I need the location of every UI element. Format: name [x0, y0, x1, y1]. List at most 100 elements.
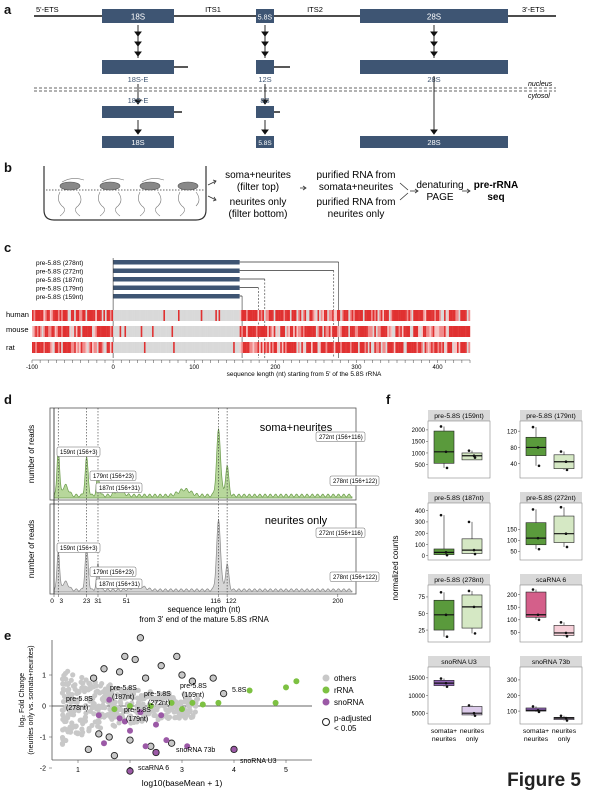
point-other [70, 672, 76, 678]
conservation-cell [354, 310, 357, 321]
d-tick-label: 51 [123, 598, 131, 605]
f-xcat: somata+ [523, 728, 549, 735]
conservation-cell [158, 326, 161, 337]
conservation-cell [424, 310, 427, 321]
conservation-cell [66, 326, 68, 337]
conservation-cell [218, 342, 221, 353]
conservation-cell [221, 326, 224, 337]
conservation-cell [134, 342, 137, 353]
conservation-cell [187, 326, 190, 337]
conservation-cell [262, 310, 265, 321]
conservation-cell [427, 326, 430, 337]
conservation-cell [416, 310, 419, 321]
seq-line2: seq [487, 192, 504, 203]
conservation-cell [400, 342, 403, 353]
conservation-cell [105, 326, 107, 337]
conservation-cell [44, 326, 47, 337]
s28s-block [360, 60, 508, 74]
conservation-cell [265, 342, 268, 353]
m58s-block [256, 136, 274, 148]
conservation-cell [457, 310, 459, 321]
point-other [158, 702, 165, 708]
rna-top-line1: purified RNA from [317, 170, 396, 181]
conservation-cell [445, 326, 448, 337]
e-annotation: 5.8S [232, 687, 247, 694]
point-other [97, 725, 104, 731]
conservation-cell [64, 310, 67, 321]
conservation-cell [103, 326, 106, 337]
d-peak-box [89, 470, 137, 481]
conservation-cell [437, 342, 440, 353]
conservation-cell [450, 342, 453, 353]
conservation-cell [126, 326, 128, 337]
conservation-cell [234, 342, 237, 353]
point-other [69, 692, 75, 698]
conservation-cell [349, 342, 352, 353]
conservation-cell [265, 310, 268, 321]
conservation-cell [340, 342, 343, 353]
conservation-cell [82, 342, 85, 353]
conservation-cell [354, 342, 357, 353]
conservation-cell [161, 310, 164, 321]
conservation-cell [432, 310, 435, 321]
conservation-cell [422, 342, 425, 353]
conservation-cell [263, 326, 266, 337]
conservation-cell [165, 310, 167, 321]
f-box [525, 707, 547, 712]
conservation-cell [208, 342, 211, 353]
e-annotation: pre-5.8S [110, 685, 137, 692]
conservation-cell [169, 326, 172, 337]
conservation-cell [241, 326, 244, 337]
point-other [59, 741, 66, 747]
conservation-cell [69, 326, 72, 337]
conservation-cell [197, 342, 200, 353]
panel-a: a 5'-ETS 18S ITS1 5.8S ITS2 28S 3'-ETS 1… [4, 2, 556, 148]
conservation-cell [88, 326, 91, 337]
f-point [559, 714, 563, 718]
conservation-cell [236, 342, 239, 353]
conservation-cell [207, 342, 210, 353]
conservation-cell [142, 326, 145, 337]
point-other [73, 723, 79, 729]
conservation-cell [251, 342, 253, 353]
c-tick-label: 0 [111, 365, 115, 371]
conservation-cell [330, 310, 333, 321]
f-point [536, 536, 540, 540]
conservation-cell [278, 342, 281, 353]
conservation-cell [41, 342, 44, 353]
conservation-cell [307, 342, 310, 353]
conservation-cell [247, 342, 250, 353]
point-other [172, 715, 178, 721]
conservation-cell [190, 326, 193, 337]
conservation-cell [143, 310, 146, 321]
species-mouse: mouse [6, 325, 29, 334]
conservation-cell [380, 326, 383, 337]
conservation-cell [387, 310, 390, 321]
conservation-cell [439, 326, 441, 337]
conservation-cell [166, 342, 169, 353]
conservation-cell [440, 342, 443, 353]
conservation-cell [153, 342, 156, 353]
conservation-cell [176, 310, 179, 321]
culture-dish [43, 166, 207, 221]
d-tick-label: 31 [94, 598, 102, 605]
conservation-cell [375, 342, 378, 353]
point-other [186, 704, 192, 710]
conservation-cell [200, 342, 203, 353]
conservation-cell [145, 326, 148, 337]
conservation-cell [33, 326, 36, 337]
conservation-cell [171, 342, 174, 353]
conservation-cell [194, 310, 197, 321]
conservation-cell [409, 326, 412, 337]
conservation-cell [458, 310, 461, 321]
f-ytick-label: 200 [415, 531, 426, 537]
conservation-cell [216, 342, 219, 353]
conservation-cell [54, 326, 57, 337]
conservation-cell [288, 310, 291, 321]
point-other [118, 700, 124, 706]
conservation-cell [228, 326, 231, 337]
f-ytick-label: 500 [415, 463, 426, 469]
conservation-cell [359, 326, 362, 337]
conservation-cell [377, 342, 380, 353]
f-ytick-label: 300 [415, 520, 426, 526]
